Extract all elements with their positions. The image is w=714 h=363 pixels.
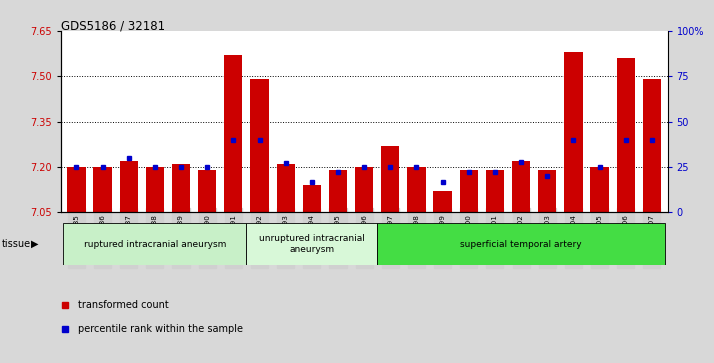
Bar <box>407 167 426 212</box>
Bar <box>617 58 635 212</box>
Bar <box>276 164 295 212</box>
Bar <box>224 55 243 212</box>
Bar <box>433 191 452 212</box>
Bar <box>590 167 609 212</box>
Text: transformed count: transformed count <box>79 299 169 310</box>
Text: superficial temporal artery: superficial temporal artery <box>461 240 582 249</box>
Bar <box>246 223 377 265</box>
Text: percentile rank within the sample: percentile rank within the sample <box>79 323 243 334</box>
Bar <box>94 167 111 212</box>
Bar <box>64 223 246 265</box>
Bar <box>67 167 86 212</box>
Bar <box>564 52 583 212</box>
Bar <box>172 164 190 212</box>
Bar <box>146 167 164 212</box>
Bar <box>355 167 373 212</box>
Bar <box>512 161 531 212</box>
Bar <box>486 170 504 212</box>
Bar <box>381 146 399 212</box>
Bar <box>303 185 321 212</box>
Bar <box>329 170 347 212</box>
Text: ruptured intracranial aneurysm: ruptured intracranial aneurysm <box>84 240 226 249</box>
Bar <box>377 223 665 265</box>
Text: tissue: tissue <box>1 239 31 249</box>
Text: unruptured intracranial
aneurysm: unruptured intracranial aneurysm <box>259 234 365 254</box>
Text: ▶: ▶ <box>31 239 39 249</box>
Bar <box>643 79 661 212</box>
Bar <box>251 79 268 212</box>
Bar <box>119 161 138 212</box>
Text: GDS5186 / 32181: GDS5186 / 32181 <box>61 20 165 33</box>
Bar <box>538 170 556 212</box>
Bar <box>460 170 478 212</box>
Bar <box>198 170 216 212</box>
